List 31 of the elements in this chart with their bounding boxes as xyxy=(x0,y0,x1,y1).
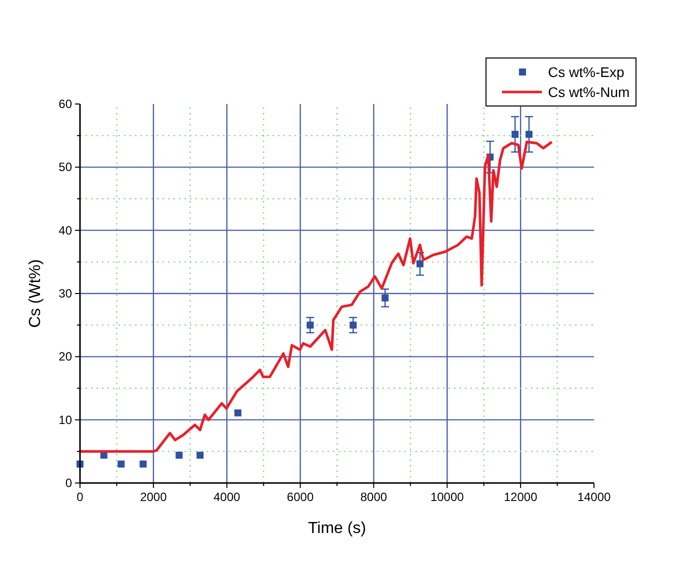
x-tick-label: 0 xyxy=(76,490,84,504)
x-tick-label: 12000 xyxy=(504,490,538,504)
point xyxy=(118,460,125,468)
point xyxy=(234,409,242,416)
legend-label: Cs wt%-Exp xyxy=(548,64,624,80)
line-series xyxy=(78,140,554,453)
y-tick-label: 50 xyxy=(58,160,72,174)
point xyxy=(512,130,519,138)
y-tick-label: 30 xyxy=(58,286,72,300)
x-tick-label: 2000 xyxy=(140,490,168,504)
x-tick-label: 8000 xyxy=(360,490,388,504)
x-tick-label: 14000 xyxy=(577,490,612,504)
point xyxy=(350,322,357,329)
y-tick-label: 20 xyxy=(58,350,72,364)
y-tick-label: 40 xyxy=(58,223,72,238)
x-tick-label: 4000 xyxy=(214,490,241,504)
y-axis-title: Cs (Wt%) xyxy=(27,259,44,328)
x-tick-label: 6000 xyxy=(286,490,314,504)
x-tick-label: 10000 xyxy=(430,490,464,504)
x-axis-title: Time (s) xyxy=(308,520,366,537)
point xyxy=(176,452,183,459)
legend-label: Cs wt%-Num xyxy=(548,84,630,100)
y-tick-label: 0 xyxy=(65,476,72,490)
point xyxy=(140,460,147,468)
point xyxy=(382,294,389,302)
point xyxy=(416,260,424,268)
point xyxy=(526,130,533,138)
point xyxy=(306,322,314,329)
y-tick-label: 60 xyxy=(58,97,72,111)
y-tick-label: 10 xyxy=(58,412,72,427)
point xyxy=(196,452,204,459)
